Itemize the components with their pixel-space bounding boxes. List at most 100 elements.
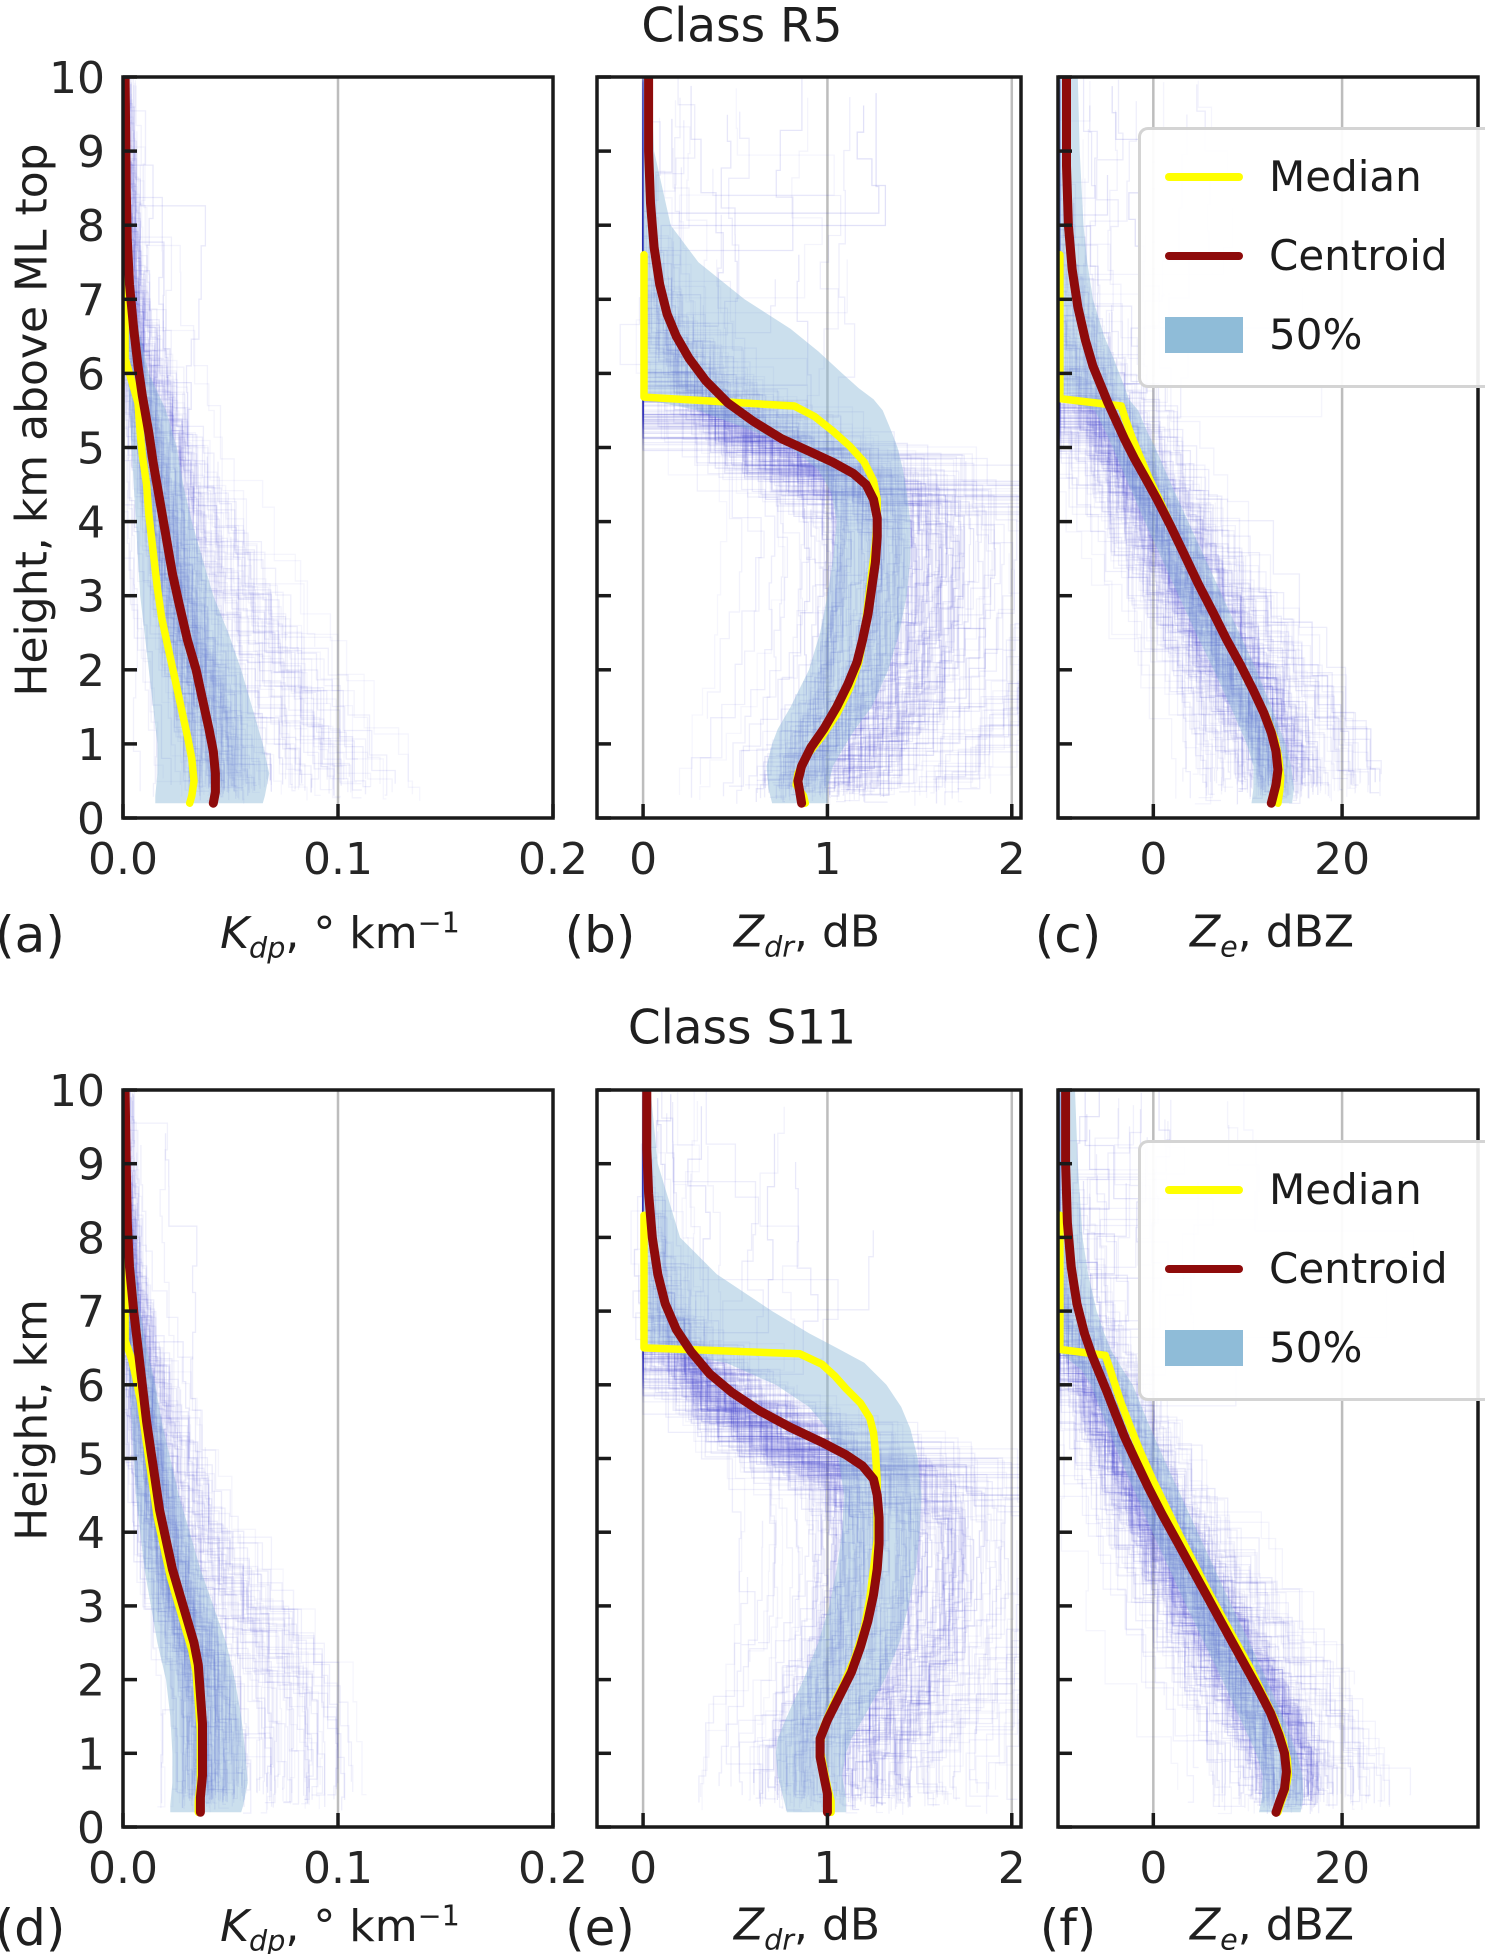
- panel-letter-d: (d): [0, 1899, 66, 1954]
- panel-e-plot: 0 1 2: [595, 1088, 1026, 1894]
- y-tick-label: 5: [77, 1435, 105, 1486]
- centroid-line: [644, 77, 882, 808]
- legend-median-swatch: [1165, 172, 1243, 181]
- y-tick-label: 8: [77, 201, 105, 252]
- legend-band-label: 50%: [1269, 1323, 1363, 1372]
- axis-ticks: 0 20: [1058, 75, 1370, 885]
- legend-centroid-swatch: [1165, 251, 1243, 260]
- percentile-band: [123, 1090, 248, 1813]
- x-tick-label: 20: [1314, 834, 1370, 885]
- y-tick-label: 9: [77, 127, 105, 178]
- y-tick-label: 7: [77, 275, 105, 326]
- legend-item-median: Median: [1165, 152, 1471, 201]
- y-tick-label: 4: [77, 1508, 105, 1559]
- row2-y-axis-label: Height, km: [6, 1299, 58, 1541]
- y-tick-label: 1: [77, 720, 105, 771]
- row1-y-axis-label: Height, km above ML top: [6, 143, 58, 697]
- axis-ticks: 0 1 2: [597, 1088, 1026, 1894]
- y-tick-label: 5: [77, 424, 105, 475]
- legend-centroid-swatch: [1165, 1264, 1243, 1273]
- legend-item-centroid: Centroid: [1165, 1244, 1471, 1293]
- x-tick-label: 0: [1139, 834, 1167, 885]
- legend-band-swatch: [1165, 1329, 1243, 1366]
- plot-area: [123, 77, 553, 818]
- y-tick-label: 2: [77, 1656, 105, 1707]
- x-axis-label-a: Kdp, ° km−1: [220, 905, 460, 965]
- x-tick-label: 0.1: [303, 1843, 373, 1894]
- x-tick-label: 0.0: [88, 834, 158, 885]
- median-line: [123, 77, 198, 807]
- gridlines: [641, 77, 1014, 818]
- x-axis-label-f: Ze, dBZ: [1190, 1899, 1354, 1954]
- x-tick-label: 0.2: [518, 834, 588, 885]
- y-tick-label: 3: [77, 1582, 105, 1633]
- percentile-band: [1058, 1090, 1304, 1813]
- panel-letter-f: (f): [1039, 1899, 1097, 1954]
- legend-item-band: 50%: [1165, 310, 1471, 359]
- y-tick-label: 1: [77, 1729, 105, 1780]
- x-tick-label: 0: [1139, 1843, 1167, 1894]
- legend-median-label: Median: [1269, 152, 1422, 201]
- x-tick-label: 2: [998, 1843, 1026, 1894]
- x-tick-label: 0.2: [518, 1843, 588, 1894]
- legend: Median Centroid 50%: [1138, 127, 1485, 388]
- legend-item-centroid: Centroid: [1165, 231, 1471, 280]
- panel-a-plot: 0.0 0.1 0.2 0 1 2 3 4 5 6 7 8 9 10: [49, 53, 588, 885]
- legend-band-label: 50%: [1269, 310, 1363, 359]
- panel-d-plot: 0.0 0.1 0.2 0 1 2 3 4 5 6 7 8 9 10: [49, 1066, 588, 1894]
- centroid-line: [642, 1090, 884, 1817]
- y-tick-label: 10: [49, 53, 105, 104]
- centroid-line: [1062, 77, 1283, 808]
- x-tick-label: 20: [1314, 1843, 1370, 1894]
- percentile-band: [643, 1090, 922, 1813]
- panel-c-plot: 0 20: [1056, 75, 1480, 885]
- y-tick-label: 2: [77, 646, 105, 697]
- plot-area: [619, 77, 1021, 818]
- x-tick-label: 0: [629, 834, 657, 885]
- axis-ticks: 0 1 2: [597, 75, 1026, 885]
- y-tick-label: 3: [77, 572, 105, 623]
- panel-letter-c: (c): [1034, 906, 1102, 964]
- x-tick-label: 0.1: [303, 834, 373, 885]
- y-tick-label: 0: [77, 1803, 105, 1854]
- axis-ticks: 0.0 0.1 0.2 0 1 2 3 4 5 6 7 8 9 10: [49, 1066, 588, 1894]
- y-tick-label: 9: [77, 1140, 105, 1191]
- plot-area: [123, 1090, 553, 1827]
- centroid-line: [1061, 1090, 1291, 1817]
- centroid-line: [123, 1090, 207, 1817]
- x-axis-label-c: Ze, dBZ: [1190, 906, 1354, 964]
- panel-letter-e: (e): [565, 1899, 635, 1954]
- panel-letter-b: (b): [564, 906, 636, 964]
- legend: Median Centroid 50%: [1138, 1140, 1485, 1401]
- y-tick-label: 10: [49, 1066, 105, 1117]
- panel-letter-a: (a): [0, 906, 65, 964]
- y-tick-label: 6: [77, 349, 105, 400]
- legend-median-label: Median: [1269, 1165, 1422, 1214]
- axis-ticks: 0.0 0.1 0.2 0 1 2 3 4 5 6 7 8 9 10: [49, 53, 588, 885]
- legend-centroid-label: Centroid: [1269, 231, 1448, 280]
- x-tick-label: 1: [813, 1843, 841, 1894]
- x-tick-label: 1: [813, 834, 841, 885]
- y-tick-label: 6: [77, 1361, 105, 1412]
- row1-title: Class R5: [641, 0, 843, 54]
- y-tick-label: 4: [77, 498, 105, 549]
- panel-b-plot: 0 1 2: [595, 75, 1026, 885]
- row2-title: Class S11: [627, 1000, 857, 1056]
- legend-centroid-label: Centroid: [1269, 1244, 1448, 1293]
- y-tick-label: 8: [77, 1213, 105, 1264]
- legend-item-median: Median: [1165, 1165, 1471, 1214]
- x-tick-label: 0: [629, 1843, 657, 1894]
- legend-median-swatch: [1165, 1185, 1243, 1194]
- x-axis-label-b: Zdr, dB: [733, 906, 881, 964]
- x-axis-label-e: Zdr, dB: [733, 1899, 881, 1954]
- legend-item-band: 50%: [1165, 1323, 1471, 1372]
- y-tick-label: 7: [77, 1287, 105, 1338]
- x-axis-label-d: Kdp, ° km−1: [220, 1898, 460, 1954]
- x-tick-label: 2: [998, 834, 1026, 885]
- gridlines: [123, 1090, 553, 1827]
- y-tick-label: 0: [77, 794, 105, 845]
- x-tick-label: 0.0: [88, 1843, 158, 1894]
- legend-band-swatch: [1165, 316, 1243, 353]
- panel-f-plot: 0 20: [1056, 1088, 1480, 1894]
